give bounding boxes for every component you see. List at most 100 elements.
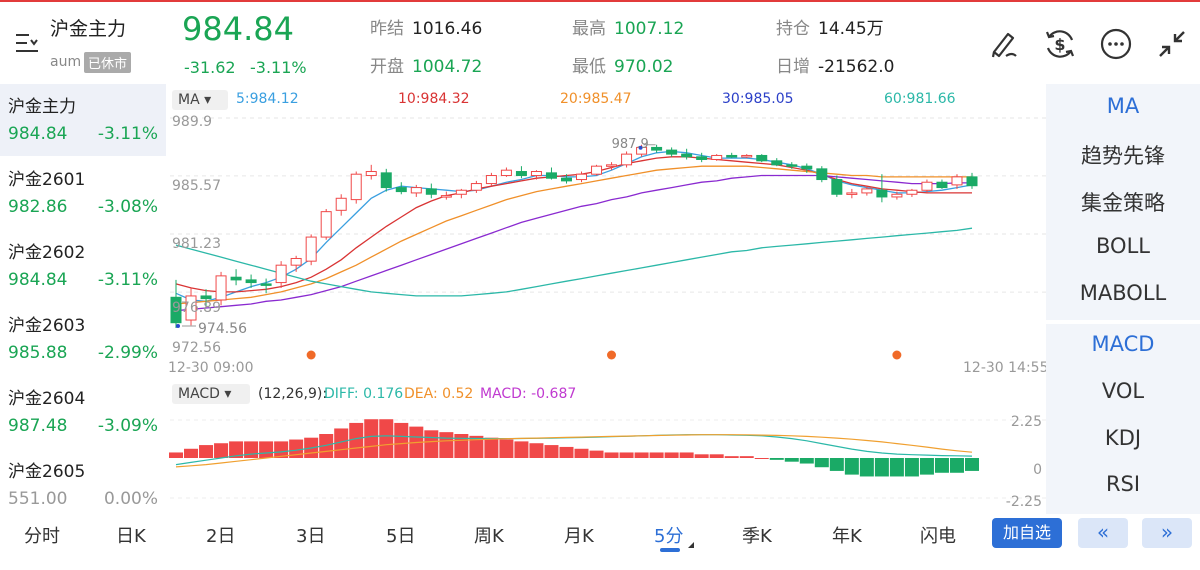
- candle-body: [816, 168, 828, 181]
- macd-histogram-bar: [649, 452, 664, 458]
- indicator-rsi[interactable]: RSI: [1105, 472, 1141, 496]
- draw-icon[interactable]: [986, 26, 1022, 62]
- candle-body: [786, 164, 798, 167]
- contract-item[interactable]: 沪金2601 982.86 -3.08%: [8, 170, 158, 217]
- candle-body: [756, 154, 768, 162]
- candle-body: [335, 197, 347, 211]
- indicator-maboll[interactable]: MABOLL: [1079, 281, 1167, 305]
- max-price-label: 987.9: [612, 137, 649, 152]
- candle-body: [485, 175, 497, 185]
- candle-body: [951, 176, 963, 186]
- candle-body: [921, 181, 933, 191]
- menu-sort-icon[interactable]: [14, 32, 40, 54]
- ma20-line: [175, 165, 972, 305]
- candle-body: [861, 188, 873, 194]
- candle-body: [876, 189, 888, 198]
- macd-histogram-bar: [859, 458, 874, 477]
- stat-prev-close: 昨结 1016.46: [370, 19, 483, 39]
- candle-body: [365, 171, 377, 177]
- tab-yearly-k[interactable]: 年K: [832, 526, 862, 547]
- tab-5day[interactable]: 5日: [386, 526, 416, 547]
- indicator-macd[interactable]: MACD: [1091, 332, 1155, 356]
- contract-item[interactable]: 沪金2603 985.88 -2.99%: [8, 316, 158, 363]
- indicator-kdj[interactable]: KDJ: [1104, 426, 1142, 450]
- tab-2day[interactable]: 2日: [206, 526, 236, 547]
- tab-weekly-k[interactable]: 周K: [474, 526, 504, 547]
- ma5-value: 5:984.12: [236, 91, 299, 107]
- macd-histogram-bar: [304, 437, 319, 458]
- macd-histogram-bar: [679, 452, 694, 458]
- candle-body: [395, 187, 407, 193]
- macd-histogram-bar: [664, 452, 679, 458]
- tab-daily-k[interactable]: 日K: [116, 526, 146, 547]
- candle-body: [741, 154, 753, 158]
- add-to-watchlist-button[interactable]: 加自选: [992, 518, 1062, 548]
- indicator-trend[interactable]: 趋势先锋: [1081, 144, 1165, 168]
- min-marker-dot: [176, 324, 180, 328]
- contract-item[interactable]: 沪金主力 984.84 -3.11%: [0, 84, 166, 156]
- contract-item[interactable]: 沪金2605 551.00 0.00%: [8, 462, 158, 509]
- instrument-name[interactable]: 沪金主力: [50, 18, 127, 40]
- tab-flash[interactable]: 闪电: [920, 526, 956, 547]
- max-marker-dot: [638, 145, 643, 150]
- event-marker-dot: [892, 350, 902, 360]
- macd-histogram-bar: [289, 439, 304, 458]
- candle-body: [606, 164, 618, 167]
- macd-histogram-bar: [529, 443, 544, 458]
- tab-quarterly-k[interactable]: 季K: [742, 526, 772, 547]
- macd-histogram-bar: [394, 422, 409, 458]
- candle-body: [290, 257, 302, 266]
- period-dropdown-icon[interactable]: [688, 542, 694, 548]
- indicator-vol[interactable]: VOL: [1101, 379, 1145, 403]
- macd-histogram-bar: [484, 437, 499, 458]
- candle-body: [185, 295, 197, 321]
- next-button[interactable]: »: [1142, 518, 1192, 548]
- indicator-boll[interactable]: BOLL: [1096, 234, 1150, 258]
- stat-oi-change: 日增 -21562.0: [776, 57, 895, 77]
- indicator-gold-strategy[interactable]: 集金策略: [1081, 191, 1165, 215]
- contract-item[interactable]: 沪金2602 984.84 -3.11%: [8, 243, 158, 290]
- price-axis-label: 985.57: [172, 178, 221, 194]
- currency-switch-icon[interactable]: $: [1042, 26, 1078, 62]
- prev-button[interactable]: «: [1078, 518, 1128, 548]
- tab-5min[interactable]: 5分: [654, 526, 684, 547]
- macd-histogram-bar: [784, 458, 799, 462]
- contract-item[interactable]: 沪金2604 987.48 -3.09%: [8, 389, 158, 436]
- macd-dea-line: [175, 434, 973, 468]
- macd-selector-dropdown[interactable]: MACD ▾: [172, 384, 250, 404]
- event-marker-dot: [607, 350, 617, 360]
- collapse-icon[interactable]: [1154, 26, 1190, 62]
- candle-body: [726, 154, 738, 158]
- tab-3day[interactable]: 3日: [296, 526, 326, 547]
- macd-histogram-bar: [965, 458, 979, 471]
- ma60-value: 60:981.66: [884, 91, 956, 107]
- top-accent-line: [0, 0, 1200, 2]
- candle-body: [801, 165, 813, 170]
- macd-histogram-bar: [814, 458, 829, 468]
- macd-histogram-bar: [604, 452, 619, 458]
- macd-axis-label: 0: [1033, 462, 1042, 478]
- macd-histogram-bar: [619, 452, 634, 458]
- status-badge: 已休市: [84, 52, 132, 73]
- tab-intraday[interactable]: 分时: [24, 526, 60, 547]
- ma-selector-dropdown[interactable]: MA ▾: [172, 90, 228, 110]
- event-marker-dot: [306, 350, 316, 360]
- macd-histogram-bar: [319, 434, 334, 458]
- macd-histogram-bar: [199, 445, 214, 458]
- candle-body: [966, 176, 978, 187]
- macd-histogram-bar: [334, 428, 349, 458]
- indicator-ma[interactable]: MA: [1106, 94, 1140, 118]
- macd-histogram-bar: [559, 446, 574, 458]
- candle-body: [696, 156, 708, 160]
- candle-body: [425, 188, 437, 195]
- tab-monthly-k[interactable]: 月K: [564, 526, 594, 547]
- candle-body: [545, 172, 557, 179]
- price-axis-label: 972.56: [172, 340, 221, 356]
- candle-body: [245, 279, 257, 284]
- min-price-label: 974.56: [198, 321, 247, 337]
- macd-histogram-bar: [694, 454, 709, 458]
- candle-body: [771, 160, 783, 166]
- more-icon[interactable]: [1098, 26, 1134, 62]
- candle-body: [350, 173, 362, 201]
- macd-histogram-bar: [829, 458, 844, 471]
